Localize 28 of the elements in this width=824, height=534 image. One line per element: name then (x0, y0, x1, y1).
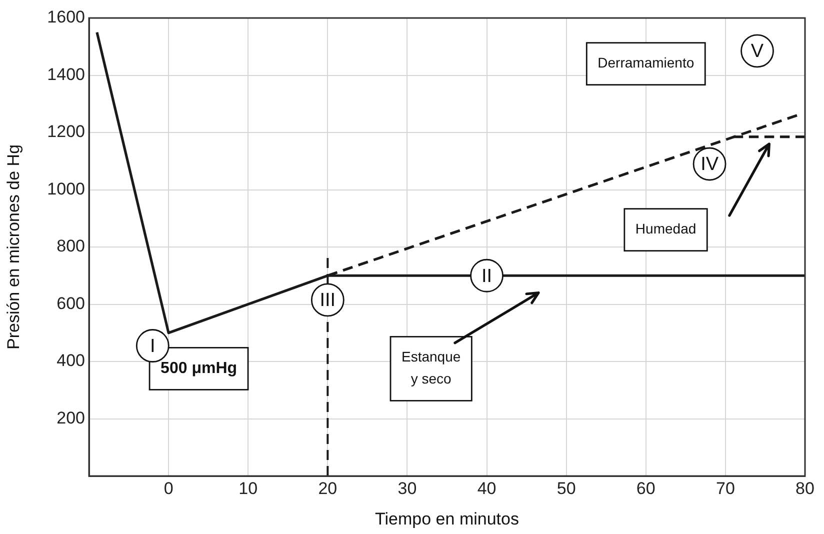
annotation: Estanque y seco (402, 348, 461, 387)
x-tick-label: 60 (636, 478, 656, 498)
y-axis-title: Presión en micrones de Hg (4, 144, 23, 350)
annotation: II (481, 266, 492, 287)
annotation: 500 μmHg (160, 360, 238, 378)
x-tick-label: 70 (716, 478, 735, 498)
annotation: V (750, 41, 764, 62)
x-tick-label: 0 (164, 478, 174, 498)
x-tick-label: 80 (796, 478, 814, 498)
annotation: IV (700, 154, 719, 176)
x-tick-label: 40 (477, 478, 496, 498)
y-tick-label: 200 (56, 408, 85, 428)
annotation: III (320, 290, 336, 312)
x-tick-label: 20 (318, 478, 338, 498)
x-tick-label: 50 (556, 478, 576, 498)
y-tick-label: 1400 (47, 64, 85, 84)
annotation: Derramamiento (598, 54, 694, 71)
y-tick-label: 1200 (47, 122, 85, 142)
x-tick-label: 10 (238, 478, 258, 498)
annotation: I (150, 336, 156, 357)
annotation: Humedad (635, 220, 696, 237)
x-tick-label: 30 (398, 478, 417, 498)
y-tick-label: 600 (56, 294, 85, 313)
y-tick-label: 400 (56, 351, 85, 370)
y-tick-label: 1600 (47, 8, 85, 27)
y-tick-label: 800 (56, 236, 85, 256)
x-axis-title: Tiempo en minutos (375, 509, 519, 528)
y-tick-label: 1000 (47, 179, 85, 198)
